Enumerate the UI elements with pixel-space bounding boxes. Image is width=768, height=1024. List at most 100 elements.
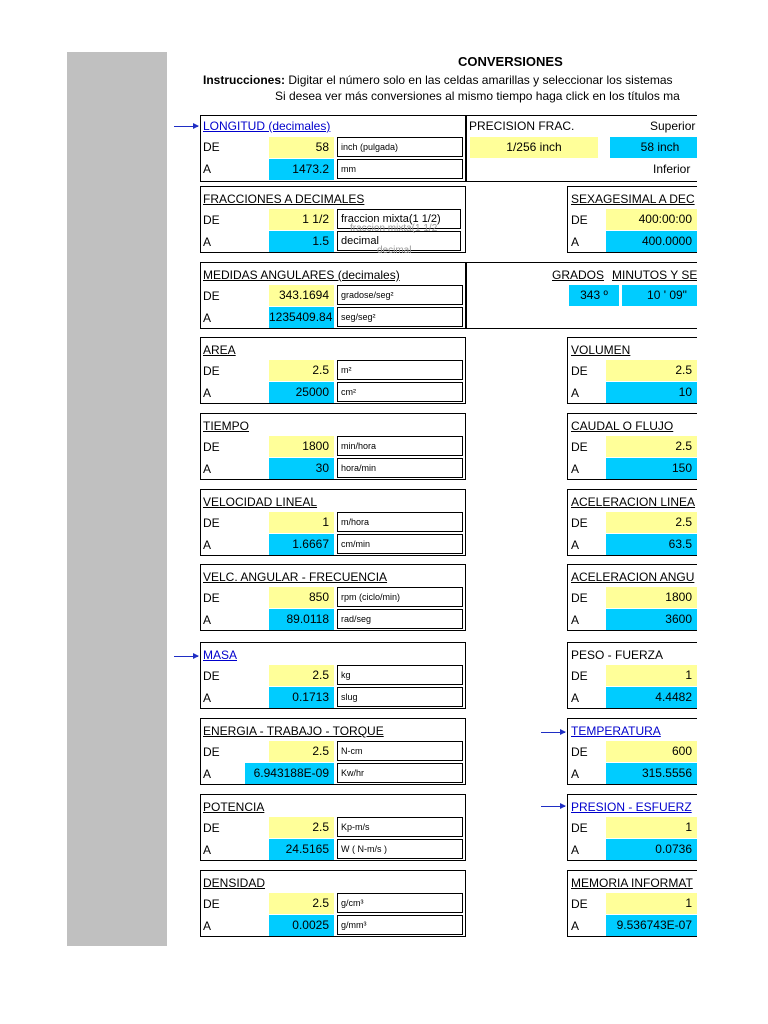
volumen-de-label: DE (571, 364, 588, 378)
peso-a-label: A (571, 691, 580, 705)
aceleracion-angular-panel: ACELERACION ANGU DE 1800 A 3600 (567, 564, 697, 631)
tiempo-a-unit-select[interactable]: hora/min (337, 458, 463, 478)
caudal-de-input[interactable]: 2.5 (606, 436, 697, 457)
densidad-de-input[interactable]: 2.5 (269, 893, 334, 914)
volumen-de-input[interactable]: 2.5 (606, 360, 697, 381)
tiempo-a-result: 30 (269, 458, 334, 479)
tiempo-de-input[interactable]: 1800 (269, 436, 334, 457)
temperatura-a-result: 315.5556 (606, 763, 697, 784)
area-de-label: DE (203, 364, 220, 378)
aceleracion-lineal-de-label: DE (571, 516, 588, 530)
temperatura-title-link[interactable]: TEMPERATURA (571, 724, 661, 738)
precision-panel: PRECISION FRAC. 1/256 inch Superior 58 i… (466, 115, 697, 182)
densidad-de-label: DE (203, 897, 220, 911)
energia-de-input[interactable]: 2.5 (269, 741, 334, 762)
precision-input[interactable]: 1/256 inch (470, 137, 598, 158)
velc-angular-a-label: A (203, 613, 212, 627)
velocidad-title: VELOCIDAD LINEAL (203, 495, 318, 509)
area-a-result: 25000 (269, 382, 334, 403)
precision-superior-label: Superior (650, 119, 696, 133)
potencia-de-input[interactable]: 2.5 (269, 817, 334, 838)
grados-deg-value: 343 º (569, 285, 619, 306)
velocidad-de-unit-select[interactable]: m/hora (337, 512, 463, 532)
sexagesimal-de-input[interactable]: 400:00:00 (606, 209, 697, 230)
potencia-a-unit-select[interactable]: W ( N-m/s ) (337, 839, 463, 859)
densidad-a-unit-select[interactable]: g/mm³ (337, 915, 463, 935)
volumen-panel: VOLUMEN DE 2.5 A 10 (567, 337, 697, 404)
area-de-input[interactable]: 2.5 (269, 360, 334, 381)
memoria-title: MEMORIA INFORMAT (571, 876, 693, 890)
longitud-arrow-icon (174, 123, 199, 129)
tiempo-a-label: A (203, 462, 212, 476)
longitud-de-unit-select[interactable]: inch (pulgada) (337, 137, 463, 157)
velc-angular-title: VELC. ANGULAR - FRECUENCIA (203, 570, 388, 584)
sexagesimal-de-label: DE (571, 213, 588, 227)
caudal-de-label: DE (571, 440, 588, 454)
angulares-de-unit-select[interactable]: gradose/seg² (337, 285, 463, 305)
angulares-panel: MEDIDAS ANGULARES (decimales) DE 343.169… (200, 262, 466, 329)
presion-de-input[interactable]: 1 (606, 817, 697, 838)
velocidad-a-unit-select[interactable]: cm/min (337, 534, 463, 554)
fracciones-ghost-text-1: fraccion mixta(1 1/2 (350, 223, 438, 234)
memoria-de-input[interactable]: 1 (606, 893, 697, 914)
velocidad-de-input[interactable]: 1 (269, 512, 334, 533)
tiempo-title: TIEMPO (203, 419, 250, 433)
presion-de-label: DE (571, 821, 588, 835)
energia-de-label: DE (203, 745, 220, 759)
aceleracion-lineal-de-input[interactable]: 2.5 (606, 512, 697, 533)
masa-de-label: DE (203, 669, 220, 683)
masa-de-input[interactable]: 2.5 (269, 665, 334, 686)
masa-title-link[interactable]: MASA (203, 648, 238, 662)
precision-title: PRECISION FRAC. (469, 119, 575, 133)
aceleracion-angular-de-label: DE (571, 591, 588, 605)
area-de-unit-select[interactable]: m² (337, 360, 463, 380)
velocidad-a-label: A (203, 538, 212, 552)
memoria-a-result: 9.536743E-07 (606, 915, 697, 936)
volumen-a-label: A (571, 386, 580, 400)
memoria-de-label: DE (571, 897, 588, 911)
tiempo-de-label: DE (203, 440, 220, 454)
masa-de-unit-select[interactable]: kg (337, 665, 463, 685)
area-a-unit-select[interactable]: cm² (337, 382, 463, 402)
longitud-de-input[interactable]: 58 (269, 137, 334, 158)
temperatura-de-label: DE (571, 745, 588, 759)
velocidad-a-result: 1.6667 (269, 534, 334, 555)
peso-de-label: DE (571, 669, 588, 683)
angulares-de-label: DE (203, 289, 220, 303)
longitud-a-label: A (203, 162, 212, 176)
instructions-text-1: Digitar el número solo en las celdas ama… (285, 73, 673, 87)
aceleracion-angular-de-input[interactable]: 1800 (606, 587, 697, 608)
angulares-a-unit-select[interactable]: seg/seg² (337, 307, 463, 327)
fracciones-de-input[interactable]: 1 1/2 (269, 209, 334, 230)
angulares-a-result: 1235409.84 (269, 307, 334, 328)
angulares-de-input[interactable]: 343.1694 (269, 285, 334, 306)
aceleracion-lineal-a-label: A (571, 538, 580, 552)
velc-angular-de-unit-select[interactable]: rpm (ciclo/min) (337, 587, 463, 607)
fracciones-a-unit-select[interactable]: decimal (337, 231, 461, 251)
potencia-de-unit-select[interactable]: Kp-m/s (337, 817, 463, 837)
masa-a-unit-select[interactable]: slug (337, 687, 463, 707)
volumen-a-result: 10 (606, 382, 697, 403)
energia-de-unit-select[interactable]: N-cm (337, 741, 463, 761)
aceleracion-angular-a-label: A (571, 613, 580, 627)
fracciones-a-label: A (203, 235, 212, 249)
energia-a-unit-select[interactable]: Kw/hr (337, 763, 463, 783)
presion-a-result: 0.0736 (606, 839, 697, 860)
temperatura-a-label: A (571, 767, 580, 781)
fracciones-de-unit-select[interactable]: fraccion mixta(1 1/2) (337, 209, 461, 229)
densidad-de-unit-select[interactable]: g/cm³ (337, 893, 463, 913)
presion-title-link[interactable]: PRESION - ESFUERZ (571, 800, 692, 814)
velc-angular-de-input[interactable]: 850 (269, 587, 334, 608)
presion-panel: PRESION - ESFUERZ DE 1 A 0.0736 (567, 794, 697, 861)
angulares-a-label: A (203, 311, 212, 325)
angulares-title: MEDIDAS ANGULARES (decimales) (203, 268, 400, 282)
longitud-a-unit-select[interactable]: mm (337, 159, 463, 179)
temperatura-de-input[interactable]: 600 (606, 741, 697, 762)
tiempo-de-unit-select[interactable]: min/hora (337, 436, 463, 456)
velc-angular-a-unit-select[interactable]: rad/seg (337, 609, 463, 629)
densidad-a-label: A (203, 919, 212, 933)
longitud-title-link[interactable]: LONGITUD (decimales) (203, 119, 331, 133)
peso-de-input[interactable]: 1 (606, 665, 697, 686)
energia-a-result: 6.943188E-09 (245, 763, 334, 784)
longitud-panel: LONGITUD (decimales) DE 58 inch (pulgada… (200, 115, 466, 182)
